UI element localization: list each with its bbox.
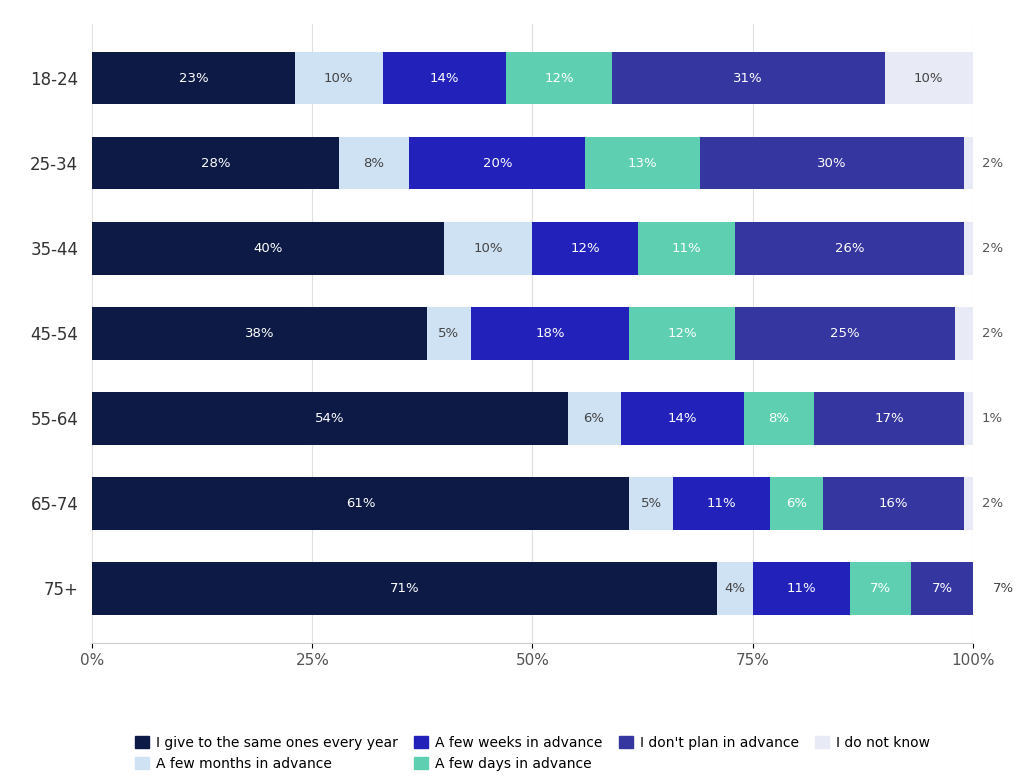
- Bar: [911, 562, 973, 615]
- Text: 23%: 23%: [178, 71, 208, 85]
- Text: 11%: 11%: [786, 582, 816, 595]
- Bar: [955, 307, 973, 360]
- Text: 5%: 5%: [641, 497, 662, 510]
- Bar: [383, 52, 506, 104]
- Bar: [92, 222, 444, 274]
- Text: 11%: 11%: [707, 497, 736, 510]
- Bar: [92, 307, 427, 360]
- Bar: [885, 52, 973, 104]
- Bar: [630, 477, 674, 530]
- Text: 13%: 13%: [628, 157, 657, 169]
- Text: 12%: 12%: [668, 327, 697, 339]
- Bar: [621, 392, 743, 445]
- Bar: [770, 477, 823, 530]
- Legend: I give to the same ones every year, A few months in advance, A few weeks in adva: I give to the same ones every year, A fe…: [129, 731, 936, 776]
- Bar: [850, 562, 911, 615]
- Bar: [823, 477, 964, 530]
- Bar: [964, 136, 982, 190]
- Text: 20%: 20%: [482, 157, 512, 169]
- Text: 38%: 38%: [245, 327, 274, 339]
- Bar: [964, 222, 982, 274]
- Text: 2%: 2%: [982, 241, 1002, 255]
- Bar: [339, 136, 410, 190]
- Text: 61%: 61%: [346, 497, 376, 510]
- Bar: [699, 136, 964, 190]
- Text: 40%: 40%: [254, 241, 283, 255]
- Text: 25%: 25%: [830, 327, 860, 339]
- Bar: [718, 562, 753, 615]
- Bar: [92, 52, 295, 104]
- Text: 7%: 7%: [993, 582, 1014, 595]
- Bar: [630, 307, 735, 360]
- Text: 4%: 4%: [725, 582, 745, 595]
- Bar: [611, 52, 885, 104]
- Text: 6%: 6%: [786, 497, 807, 510]
- Bar: [964, 477, 982, 530]
- Text: 31%: 31%: [733, 71, 763, 85]
- Text: 16%: 16%: [879, 497, 908, 510]
- Bar: [814, 392, 964, 445]
- Text: 2%: 2%: [982, 497, 1002, 510]
- Bar: [973, 562, 1024, 615]
- Text: 54%: 54%: [315, 412, 345, 425]
- Bar: [586, 136, 699, 190]
- Bar: [567, 392, 621, 445]
- Text: 26%: 26%: [835, 241, 864, 255]
- Bar: [753, 562, 850, 615]
- Bar: [638, 222, 735, 274]
- Bar: [444, 222, 532, 274]
- Text: 1%: 1%: [982, 412, 1002, 425]
- Text: 12%: 12%: [570, 241, 600, 255]
- Text: 12%: 12%: [544, 71, 573, 85]
- Bar: [471, 307, 630, 360]
- Bar: [674, 477, 770, 530]
- Text: 8%: 8%: [769, 412, 790, 425]
- Text: 30%: 30%: [817, 157, 847, 169]
- Bar: [427, 307, 471, 360]
- Text: 10%: 10%: [474, 241, 503, 255]
- Text: 7%: 7%: [869, 582, 891, 595]
- Bar: [92, 477, 630, 530]
- Text: 28%: 28%: [201, 157, 230, 169]
- Text: 2%: 2%: [982, 327, 1002, 339]
- Bar: [735, 307, 955, 360]
- Text: 14%: 14%: [430, 71, 459, 85]
- Text: 17%: 17%: [874, 412, 904, 425]
- Bar: [532, 222, 638, 274]
- Bar: [92, 392, 567, 445]
- Bar: [410, 136, 586, 190]
- Text: 7%: 7%: [932, 582, 952, 595]
- Text: 10%: 10%: [324, 71, 353, 85]
- Bar: [295, 52, 383, 104]
- Text: 8%: 8%: [364, 157, 384, 169]
- Text: 2%: 2%: [982, 157, 1002, 169]
- Bar: [92, 136, 339, 190]
- Text: 6%: 6%: [584, 412, 604, 425]
- Text: 14%: 14%: [668, 412, 697, 425]
- Text: 10%: 10%: [914, 71, 943, 85]
- Bar: [964, 392, 973, 445]
- Text: 18%: 18%: [536, 327, 565, 339]
- Text: 71%: 71%: [390, 582, 420, 595]
- Bar: [92, 562, 718, 615]
- Bar: [506, 52, 611, 104]
- Bar: [743, 392, 814, 445]
- Text: 11%: 11%: [672, 241, 701, 255]
- Text: 5%: 5%: [438, 327, 460, 339]
- Bar: [735, 222, 964, 274]
